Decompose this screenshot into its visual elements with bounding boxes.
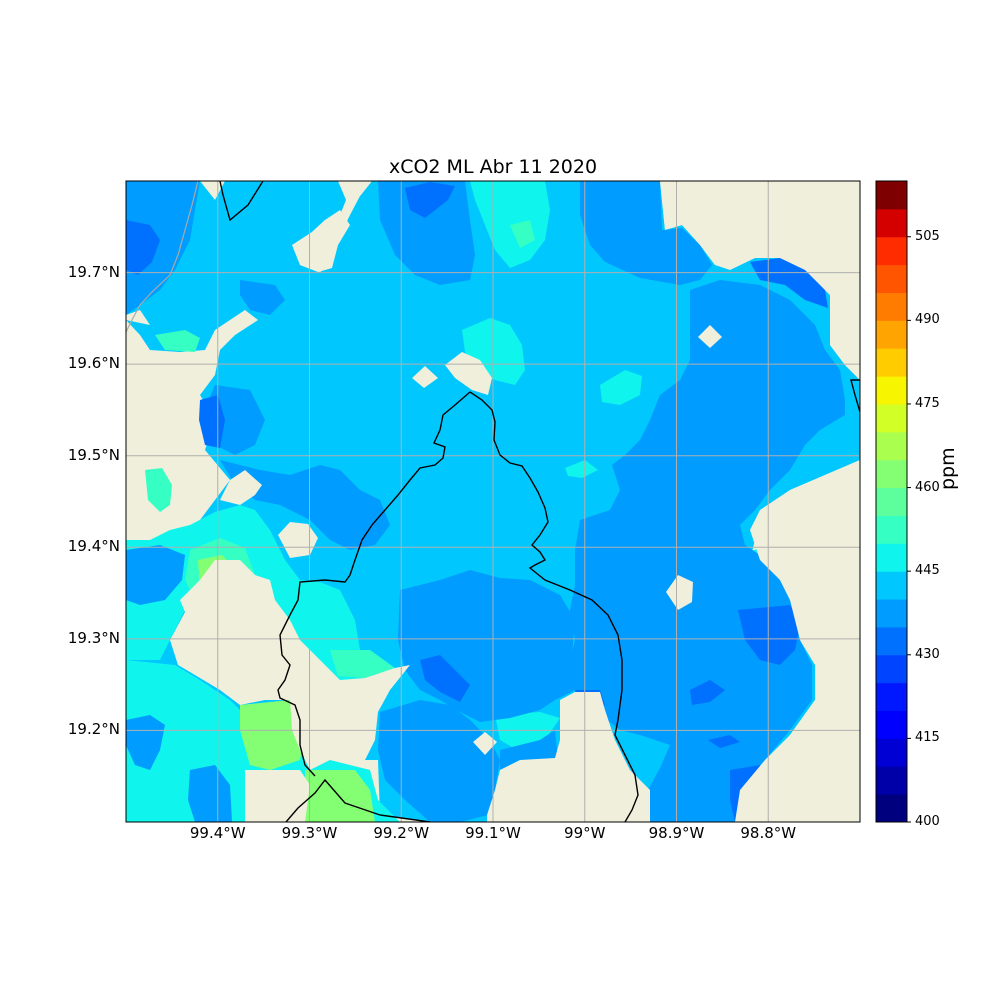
xco2-contour-445e (155, 330, 200, 352)
xco2-contour-430i (126, 545, 185, 605)
colorbar-tick-label: 490 (915, 312, 940, 328)
map-area (126, 181, 860, 822)
y-tick-label: 19.6°N (67, 354, 120, 373)
xco2-contour-425b (405, 182, 455, 218)
xco2-contour-440f (600, 370, 642, 405)
colorbar-segment (876, 571, 907, 600)
colorbar-segment (876, 794, 907, 823)
colorbar-segment (876, 292, 907, 321)
colorbar-segment (876, 599, 907, 628)
colorbar-label: ppm (937, 447, 959, 490)
map-frame (125, 180, 861, 823)
x-tick-label: 99°W (564, 824, 606, 842)
colorbar-tick-label: 400 (915, 814, 940, 829)
colorbar-segment (876, 236, 907, 266)
colorbar-segment (876, 515, 907, 544)
colorbar-segment (876, 710, 907, 739)
gridlines (126, 181, 860, 822)
y-tick-label: 19.2°N (67, 720, 120, 739)
grey-boundary-line (126, 181, 199, 333)
xco2-contour-430l (126, 715, 165, 770)
colorbar-tick-label: 460 (915, 479, 940, 495)
colorbar-tick-label: 475 (915, 395, 940, 411)
colorbar-segment (876, 654, 907, 684)
xco2-contour-430f (220, 460, 390, 550)
colorbar-segment (876, 682, 907, 712)
xco2-contour-425h (420, 655, 470, 702)
colorbar-tick-label: 415 (915, 730, 940, 746)
colorbar-segment (876, 348, 907, 377)
colorbar-segment (876, 459, 907, 489)
colorbar (875, 180, 911, 823)
xco2-contour-445 (145, 468, 172, 512)
colorbar-tick-label: 445 (915, 563, 940, 579)
state-boundary-north (219, 181, 264, 222)
xco2-contour-430b (378, 181, 475, 285)
x-tick-label: 99.2°W (373, 824, 430, 842)
colorbar-segment (876, 376, 907, 405)
y-tick-label: 19.7°N (67, 262, 120, 281)
colorbar-segment (876, 181, 907, 210)
xco2-contour-440c (470, 181, 550, 268)
colorbar-segment (876, 543, 907, 572)
xco2-contour-425 (126, 220, 160, 275)
xco2-contour-430m (188, 765, 232, 822)
x-tick-label: 99.4°W (189, 824, 246, 842)
xco2-contour-425d (750, 258, 828, 308)
colorbar-segment (876, 626, 907, 656)
y-tick-label: 19.3°N (67, 628, 120, 647)
x-tick-label: 98.9°W (648, 824, 705, 842)
xco2-contour-430 (126, 181, 200, 315)
x-tick-label: 99.1°W (465, 824, 521, 842)
x-tick-label: 98.8°W (740, 824, 797, 842)
xco2-contour-445d (510, 220, 535, 248)
xco2-contour-445c (330, 650, 395, 678)
chart-title: xCO2 ML Abr 11 2020 (388, 156, 598, 178)
colorbar-segment (876, 431, 907, 461)
xco2-contour-440h (495, 712, 560, 752)
xco2-contour-425e (738, 605, 800, 665)
xco2-contour-440e (565, 460, 598, 478)
xco2-contour-425j (708, 735, 740, 748)
xco2-contour-455b (240, 700, 305, 770)
state-boundary-line (277, 391, 639, 822)
x-tick-label: 99.3°W (281, 824, 338, 842)
colorbar-segment (876, 738, 907, 767)
xco2-contour-430g (570, 280, 845, 822)
y-tick-label: 19.5°N (67, 445, 120, 464)
colorbar-tick-label: 505 (915, 228, 940, 244)
colorbar-segment (876, 766, 907, 795)
colorbar-segment (876, 208, 907, 238)
colorbar-segment (876, 264, 907, 293)
colorbar-tick-label: 430 (915, 646, 940, 662)
y-tick-label: 19.4°N (67, 537, 120, 556)
state-boundary-east (850, 379, 860, 413)
xco2-contour-430d (240, 280, 285, 315)
colorbar-segment (876, 487, 907, 516)
colorbar-segment (876, 320, 907, 349)
xco2-contour-425g (690, 680, 725, 705)
colorbar-segment (876, 403, 907, 433)
colorbar-frame (875, 180, 908, 823)
xco2-contour-430c (580, 181, 712, 285)
xco2-contour-425c (199, 395, 225, 448)
